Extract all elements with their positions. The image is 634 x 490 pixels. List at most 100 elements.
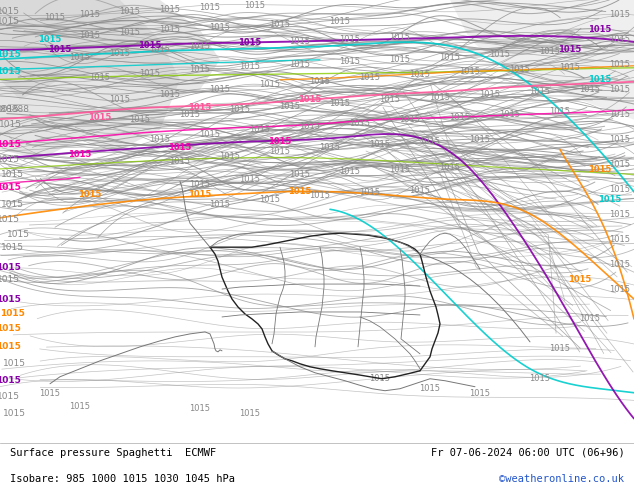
- Text: 1015: 1015: [209, 200, 231, 209]
- Text: 1015: 1015: [160, 5, 181, 15]
- Text: 1015: 1015: [0, 155, 20, 164]
- Text: 1015: 1015: [139, 69, 160, 78]
- Text: 1015: 1015: [68, 150, 92, 159]
- Text: 1015: 1015: [320, 143, 340, 152]
- Text: 1015: 1015: [0, 215, 20, 224]
- Text: 1015: 1015: [1, 200, 23, 209]
- Text: 1015: 1015: [0, 376, 20, 385]
- Text: 1015: 1015: [389, 33, 410, 42]
- Text: 1015: 1015: [500, 110, 521, 119]
- Text: 1015: 1015: [280, 102, 301, 111]
- Text: 1015: 1015: [168, 143, 191, 152]
- Text: 1015: 1015: [240, 62, 261, 71]
- Text: 1015: 1015: [190, 404, 210, 413]
- Text: 1015: 1015: [0, 324, 20, 333]
- Text: 1015: 1015: [110, 95, 131, 104]
- Text: 1015: 1015: [6, 230, 30, 239]
- Text: 1015: 1015: [268, 137, 292, 146]
- Text: 1015: 1015: [259, 80, 280, 89]
- Text: 1015: 1015: [0, 120, 22, 129]
- Text: Isobare: 985 1000 1015 1030 1045 hPa: Isobare: 985 1000 1015 1030 1045 hPa: [10, 474, 235, 484]
- Text: 1015: 1015: [339, 167, 361, 176]
- Text: 1015: 1015: [410, 186, 430, 195]
- Text: 1015: 1015: [70, 53, 91, 62]
- Polygon shape: [0, 0, 180, 159]
- Text: 1015: 1015: [550, 107, 571, 116]
- Text: 1015: 1015: [290, 37, 311, 47]
- Text: 1015: 1015: [209, 85, 231, 94]
- Text: 1015: 1015: [0, 274, 20, 284]
- Text: 1015: 1015: [510, 65, 531, 74]
- Text: 1015: 1015: [0, 263, 20, 271]
- Text: 1015: 1015: [138, 41, 162, 50]
- Text: 1015: 1015: [609, 260, 630, 269]
- Text: 1015: 1015: [190, 180, 210, 189]
- Text: 1015: 1015: [550, 344, 571, 353]
- Text: 1015: 1015: [0, 140, 20, 149]
- Text: 1015: 1015: [380, 95, 401, 104]
- Text: 1015: 1015: [169, 157, 190, 166]
- Text: 1015: 1015: [250, 125, 271, 134]
- Text: 1015: 1015: [200, 3, 221, 12]
- Text: 1015: 1015: [299, 95, 321, 104]
- Text: 1015: 1015: [609, 60, 630, 69]
- Text: 1015: 1015: [269, 21, 290, 29]
- Text: 1015: 1015: [609, 235, 630, 244]
- Text: 1015: 1015: [0, 294, 20, 303]
- Text: 1015: 1015: [238, 38, 262, 48]
- Text: 1015: 1015: [3, 359, 25, 368]
- Text: 1015: 1015: [609, 110, 630, 119]
- Text: 1015: 1015: [240, 39, 261, 49]
- Text: 1015: 1015: [540, 48, 560, 56]
- Text: 1015: 1015: [119, 28, 141, 37]
- Text: 1015: 1015: [450, 113, 470, 122]
- Text: 1015: 1015: [44, 13, 65, 23]
- Text: 1015: 1015: [359, 188, 380, 197]
- Text: 1015: 1015: [330, 18, 351, 26]
- Text: 1015: 1015: [89, 73, 110, 82]
- Text: 1015: 1015: [309, 77, 330, 86]
- Text: 1015: 1015: [579, 85, 600, 94]
- Text: 1015: 1015: [0, 67, 20, 76]
- Text: 1015: 1015: [288, 187, 312, 196]
- Text: 1015: 1015: [269, 147, 290, 156]
- Text: 1015: 1015: [529, 374, 550, 383]
- Text: 1015: 1015: [38, 35, 61, 45]
- Text: 1015: 1015: [119, 7, 141, 17]
- Text: 1015: 1015: [349, 119, 370, 128]
- Polygon shape: [0, 0, 220, 99]
- Text: 1015: 1015: [79, 10, 101, 20]
- Text: 1015: 1015: [609, 160, 630, 169]
- Text: 1015: 1015: [609, 35, 630, 45]
- Text: 1015: 1015: [0, 7, 20, 17]
- Text: 1015: 1015: [245, 1, 266, 10]
- Text: 1015: 1015: [0, 50, 20, 59]
- Text: 1015: 1015: [609, 135, 630, 144]
- Text: 1015: 1015: [129, 115, 150, 124]
- Text: 1015: 1015: [209, 24, 231, 32]
- Text: 1015: 1015: [230, 105, 250, 114]
- Text: 1015: 1015: [470, 389, 491, 398]
- Text: 1015: 1015: [529, 87, 550, 96]
- Text: 1015: 1015: [0, 105, 20, 114]
- Text: 1015: 1015: [609, 85, 630, 94]
- Text: 1015: 1015: [299, 122, 321, 131]
- Text: 1015: 1015: [160, 90, 181, 99]
- Text: 1015: 1015: [568, 274, 592, 284]
- Text: 1015: 1015: [309, 191, 330, 200]
- Text: 1015: 1015: [370, 140, 391, 149]
- Text: 1015: 1015: [420, 384, 441, 393]
- Text: 1015: 1015: [110, 49, 131, 58]
- Text: 1015: 1015: [48, 46, 72, 54]
- Text: 1015: 1015: [39, 389, 60, 398]
- Text: 1015: 1015: [609, 10, 630, 20]
- Text: 1015: 1015: [188, 103, 212, 112]
- Text: 1015: 1015: [0, 310, 25, 318]
- Text: 1015: 1015: [219, 152, 240, 161]
- Text: 1015: 1015: [609, 185, 630, 194]
- Text: 1015: 1015: [200, 130, 221, 139]
- Text: 1015: 1015: [330, 99, 351, 108]
- Text: 1015: 1015: [150, 135, 171, 144]
- Text: 1015: 1015: [259, 195, 280, 204]
- Text: 1015: 1015: [290, 170, 311, 179]
